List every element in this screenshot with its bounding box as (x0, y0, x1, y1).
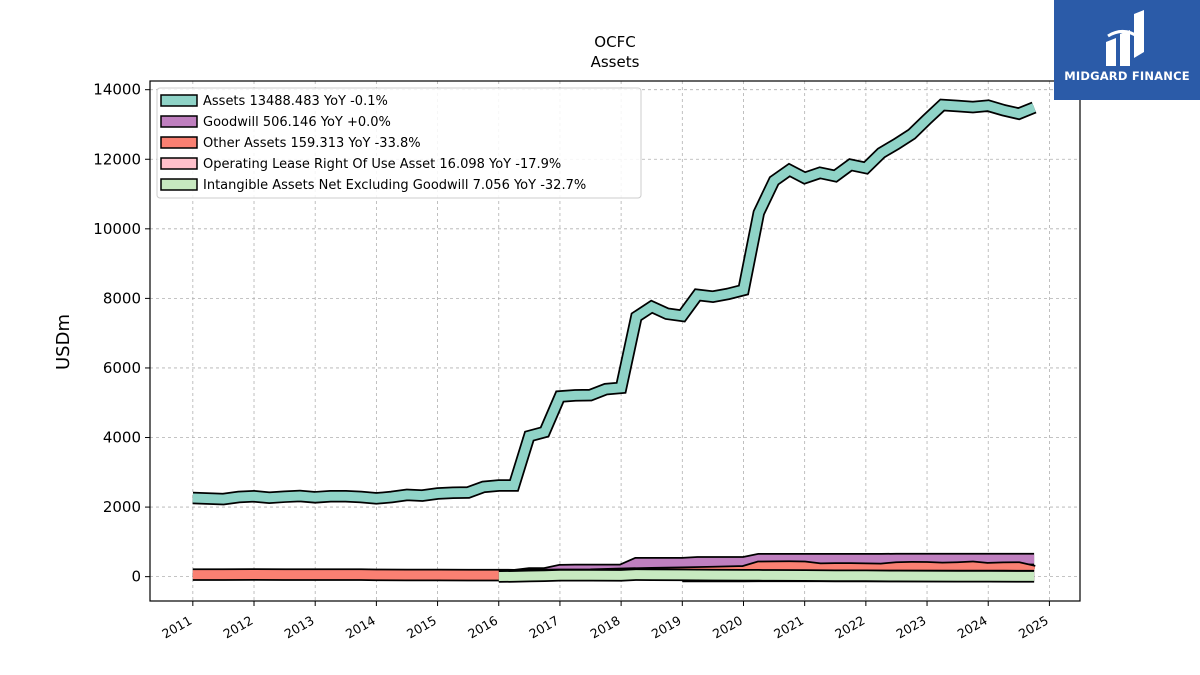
y-tick-label: 0 (131, 568, 141, 586)
x-tick-label: 2014 (343, 613, 378, 642)
plot-frame (149, 80, 1081, 602)
y-tick-label: 2000 (103, 498, 141, 516)
legend-label: Goodwill 506.146 YoY +0.0% (203, 115, 391, 130)
legend-label: Operating Lease Right Of Use Asset 16.09… (203, 157, 561, 172)
x-tick-label: 2022 (832, 613, 867, 642)
x-tick-label: 2020 (710, 613, 745, 642)
x-tick-label: 2015 (404, 613, 439, 642)
x-tick-label: 2023 (893, 613, 928, 642)
midgard-finance-logo: MIDGARD FINANCE (1054, 0, 1200, 100)
midgard-logo-icon (1106, 10, 1144, 66)
legend-swatch (160, 115, 198, 128)
x-tick-label: 2011 (159, 613, 194, 642)
x-tick-label: 2012 (220, 613, 255, 642)
legend-label: Assets 13488.483 YoY -0.1% (203, 94, 388, 109)
legend-swatch (160, 94, 198, 107)
legend: Assets 13488.483 YoY -0.1% Goodwill 506.1… (156, 87, 642, 199)
x-tick-label: 2013 (282, 613, 317, 642)
legend-swatch (160, 136, 198, 149)
y-tick-label: 8000 (103, 289, 141, 307)
chart-subtitle: Assets (591, 53, 640, 71)
y-tick-label: 4000 (103, 429, 141, 447)
x-tick-label: 2018 (588, 613, 623, 642)
legend-swatch (160, 178, 198, 191)
series-layer (192, 98, 1037, 583)
chart-title: OCFC (594, 33, 635, 51)
x-tick-label: 2017 (526, 613, 561, 642)
y-tick-label: 6000 (103, 359, 141, 377)
x-tick-label: 2024 (955, 613, 990, 642)
x-tick-label: 2016 (465, 613, 500, 642)
legend-label: Other Assets 159.313 YoY -33.8% (203, 136, 421, 151)
x-tick-label: 2025 (1016, 613, 1051, 642)
y-tick-label: 12000 (93, 150, 141, 168)
legend-swatch (160, 157, 198, 170)
x-tick-label: 2021 (771, 613, 806, 642)
legend-box (156, 87, 642, 199)
series-line-assets (192, 100, 1036, 504)
legend-label: Intangible Assets Net Excluding Goodwill… (203, 178, 586, 193)
series-line-intangible-assets-net-excluding-goodwill (498, 570, 1035, 581)
y-axis-label: USDm (53, 314, 74, 370)
y-tick-label: 14000 (93, 81, 141, 99)
x-tick-label: 2019 (649, 613, 684, 642)
y-tick-label: 10000 (93, 220, 141, 238)
logo-text: MIDGARD FINANCE (1064, 69, 1190, 83)
